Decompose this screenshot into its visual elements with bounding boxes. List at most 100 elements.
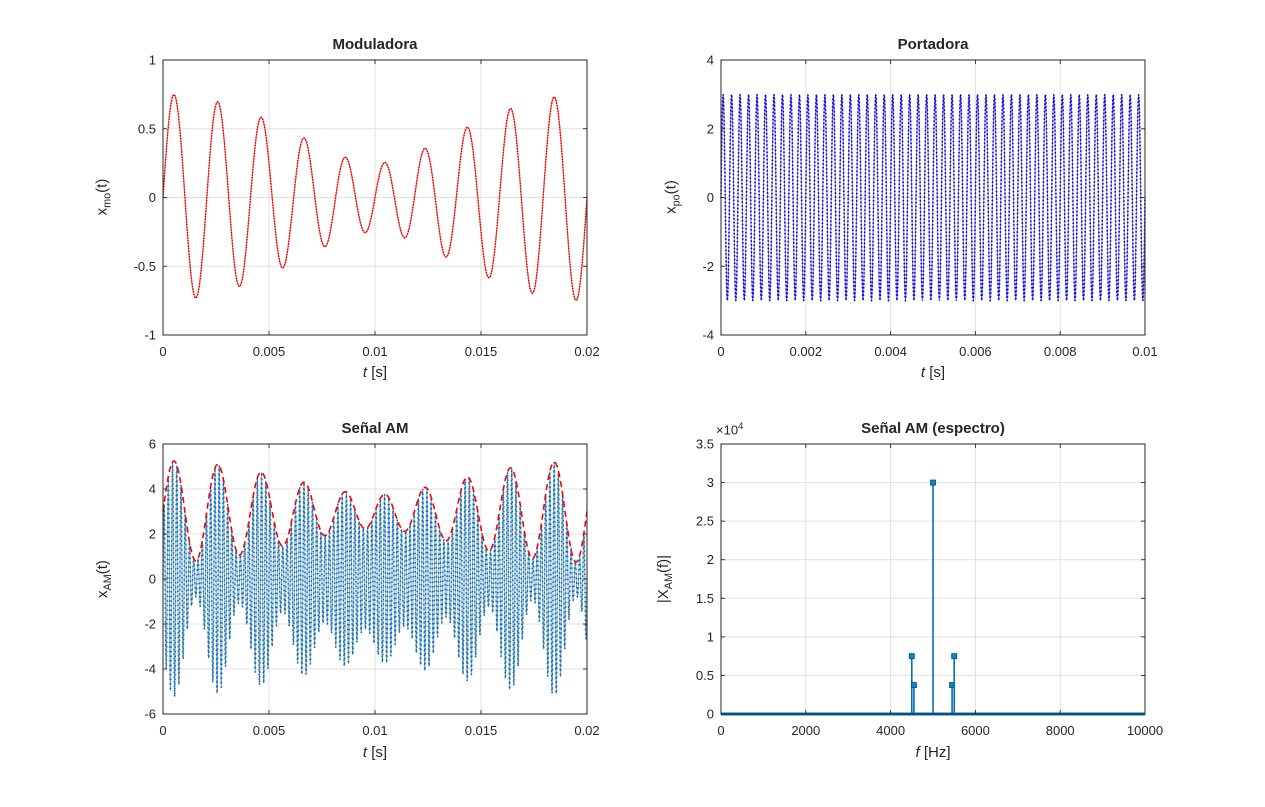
ylabel-espectro: |XAM(f)|	[655, 444, 675, 714]
tick-marks	[162, 443, 588, 715]
ylabel-sub: AM	[102, 574, 114, 591]
x-tick-label: 0.005	[253, 344, 286, 359]
xlabel-portadora: t [s]	[721, 364, 1145, 382]
y-tick-label: 2.5	[696, 514, 714, 529]
ylabel-rest: (t)	[93, 178, 111, 193]
tick-marks	[162, 59, 588, 336]
stem-marker	[951, 653, 958, 660]
y-tick-label: 2	[149, 527, 156, 542]
xlabel-var: t	[920, 364, 926, 381]
x-tick-label: 0.02	[574, 344, 599, 359]
y-tick-label: 0	[149, 572, 156, 587]
tick-marks	[720, 59, 1146, 336]
ylabel-portadora: xpo(t)	[662, 60, 683, 335]
ylabel-rest: (t)	[94, 560, 111, 575]
espectro-plot: 0 2000 4000 6000 8000 10000 0 0.5 1 1.5 2 2.5 3 3.5	[696, 437, 1163, 739]
xlabel-var: t	[362, 744, 368, 761]
y-tick-label: 1.5	[696, 591, 714, 606]
x-tick-label: 0.015	[465, 344, 498, 359]
spectrum-stems	[721, 479, 1145, 716]
title-espectro: Señal AM (espectro)	[861, 420, 1005, 437]
x-tick-label: 0	[159, 344, 166, 359]
y-tick-label: 1	[149, 53, 156, 68]
y-tick-label: -4	[144, 662, 156, 677]
xlabel-unit: [s]	[367, 364, 388, 381]
y-tick-label: -2	[702, 259, 714, 274]
xlabel-var: f	[915, 744, 920, 761]
stem-marker	[930, 479, 936, 486]
ylabel-moduladora: xmo(t)	[93, 60, 114, 335]
y-tick-label: 4	[707, 53, 714, 68]
y-tick-label: 2	[707, 552, 714, 567]
xlabel-moduladora: t [s]	[163, 364, 587, 382]
x-tick-label: 0.01	[1132, 344, 1157, 359]
y-tick-label: 0.5	[138, 121, 156, 136]
ylabel-base: x	[93, 207, 111, 216]
y-tick-label: -0.5	[134, 259, 156, 274]
y-tick-label: 1	[707, 629, 714, 644]
ylabel-senal-am: xAM(t)	[94, 444, 114, 714]
x-tick-label: 0.006	[959, 344, 992, 359]
x-tick-label: 0	[159, 723, 166, 738]
xlabel-unit: [s]	[367, 744, 388, 761]
x-tick-label: 0.01	[362, 344, 387, 359]
y-tick-label: -4	[702, 328, 714, 343]
tick-labels: 0 0.005 0.01 0.015 0.02 -6 -4 -2 0 2 4 6	[144, 437, 599, 739]
y-tick-label: 3	[707, 475, 714, 490]
senal-am-plot: 0 0.005 0.01 0.015 0.02 -6 -4 -2 0 2 4 6	[144, 437, 599, 739]
xlabel-unit: [s]	[925, 364, 946, 381]
y-tick-label: 3.5	[696, 437, 714, 452]
x-tick-label: 6000	[961, 723, 990, 738]
y-axis-multiplier: ×104	[716, 421, 743, 437]
ylabel-rest: (t)	[662, 180, 680, 195]
tick-labels: 0 2000 4000 6000 8000 10000 0 0.5 1 1.5 2 2.5 3 3.5	[696, 437, 1163, 739]
tick-marks	[720, 443, 1146, 715]
x-tick-label: 0	[717, 344, 724, 359]
ylabel-base: |X	[655, 589, 672, 604]
title-portadora: Portadora	[897, 36, 969, 53]
ylabel-rest: (f)|	[655, 554, 672, 573]
y-tick-label: -2	[144, 617, 156, 632]
ylabel-sub: po	[670, 194, 683, 207]
title-moduladora: Moduladora	[332, 36, 418, 53]
y-tick-label: 0	[149, 190, 156, 205]
x-tick-label: 0.01	[362, 723, 387, 738]
ylabel-sub: AM	[663, 572, 675, 590]
y-tick-label: -1	[144, 328, 156, 343]
stem-marker	[908, 653, 915, 660]
xlabel-senal-am: t [s]	[163, 744, 587, 762]
xlabel-var: t	[362, 364, 368, 381]
moduladora-plot: 0 0.005 0.01 0.015 0.02 -1 -0.5 0 0.5 1	[134, 53, 600, 360]
ylabel-sub: mo	[101, 192, 114, 208]
x-tick-label: 0.005	[253, 723, 286, 738]
y-tick-label: 2	[707, 121, 714, 136]
y-tick-label: 4	[149, 482, 156, 497]
ylabel-base: x	[94, 590, 111, 598]
tick-labels: 0 0.005 0.01 0.015 0.02 -1 -0.5 0 0.5 1	[134, 53, 600, 360]
x-tick-label: 0.015	[465, 723, 498, 738]
multiplier-prefix: ×10	[716, 422, 739, 438]
x-tick-label: 0.002	[790, 344, 823, 359]
stem-marker	[910, 682, 917, 689]
xlabel-unit: [Hz]	[919, 744, 951, 761]
y-tick-label: 0	[707, 707, 714, 722]
x-tick-label: 0	[717, 723, 724, 738]
y-tick-label: -6	[144, 707, 156, 722]
title-senal-am: Señal AM	[341, 420, 409, 437]
x-tick-label: 4000	[876, 723, 905, 738]
x-tick-label: 0.02	[574, 723, 599, 738]
xlabel-espectro: f [Hz]	[721, 744, 1145, 762]
x-tick-label: 10000	[1127, 723, 1163, 738]
x-tick-label: 0.008	[1044, 344, 1077, 359]
x-tick-label: 2000	[791, 723, 820, 738]
y-tick-label: 6	[149, 437, 156, 452]
multiplier-exponent: 4	[738, 421, 744, 431]
x-tick-label: 0.004	[874, 344, 907, 359]
portadora-plot: 0 0.002 0.004 0.006 0.008 0.01 -4 -2 0 2 4	[702, 53, 1157, 360]
y-tick-label: 0	[707, 190, 714, 205]
tick-labels: 0 0.002 0.004 0.006 0.008 0.01 -4 -2 0 2 4	[702, 53, 1157, 360]
ylabel-base: x	[662, 206, 680, 214]
y-tick-label: 0.5	[696, 668, 714, 683]
